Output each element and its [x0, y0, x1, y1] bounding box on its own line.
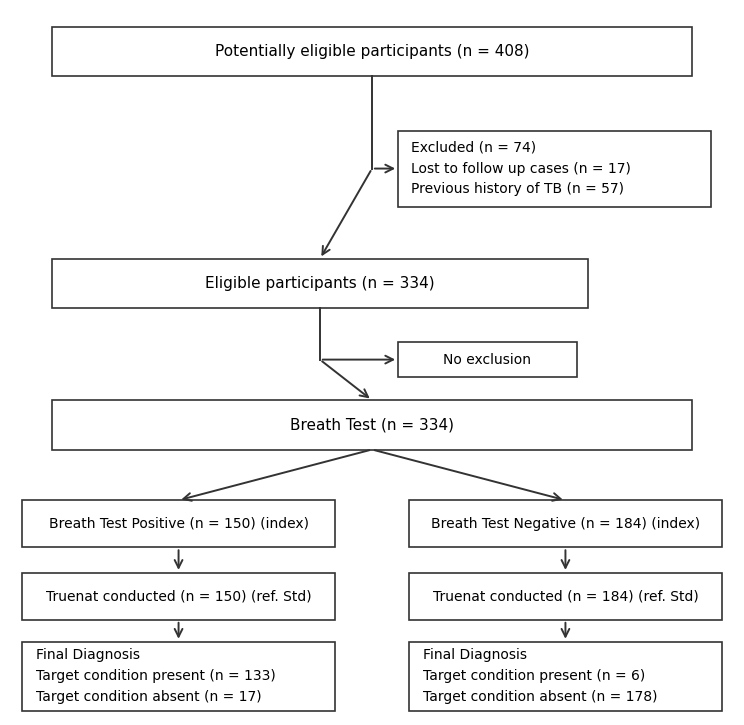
Text: Breath Test Negative (n = 184) (index): Breath Test Negative (n = 184) (index): [431, 517, 700, 531]
FancyBboxPatch shape: [22, 500, 335, 547]
Text: Breath Test Positive (n = 150) (index): Breath Test Positive (n = 150) (index): [48, 517, 309, 531]
FancyBboxPatch shape: [398, 130, 711, 207]
Text: Eligible participants (n = 334): Eligible participants (n = 334): [205, 276, 434, 291]
Text: Excluded (n = 74)
Lost to follow up cases (n = 17)
Previous history of TB (n = 5: Excluded (n = 74) Lost to follow up case…: [411, 141, 632, 196]
FancyBboxPatch shape: [409, 642, 722, 710]
Text: Potentially eligible participants (n = 408): Potentially eligible participants (n = 4…: [215, 44, 529, 59]
Text: Truenat conducted (n = 184) (ref. Std): Truenat conducted (n = 184) (ref. Std): [432, 589, 699, 603]
Text: Final Diagnosis
Target condition present (n = 6)
Target condition absent (n = 17: Final Diagnosis Target condition present…: [423, 648, 657, 704]
FancyBboxPatch shape: [22, 573, 335, 620]
Text: Truenat conducted (n = 150) (ref. Std): Truenat conducted (n = 150) (ref. Std): [45, 589, 312, 603]
FancyBboxPatch shape: [409, 500, 722, 547]
FancyBboxPatch shape: [398, 342, 577, 377]
FancyBboxPatch shape: [409, 573, 722, 620]
FancyBboxPatch shape: [52, 27, 692, 76]
Text: Final Diagnosis
Target condition present (n = 133)
Target condition absent (n = : Final Diagnosis Target condition present…: [36, 648, 275, 704]
Text: No exclusion: No exclusion: [443, 352, 531, 367]
FancyBboxPatch shape: [52, 400, 692, 450]
Text: Breath Test (n = 334): Breath Test (n = 334): [290, 418, 454, 432]
FancyBboxPatch shape: [52, 259, 588, 308]
FancyBboxPatch shape: [22, 642, 335, 710]
